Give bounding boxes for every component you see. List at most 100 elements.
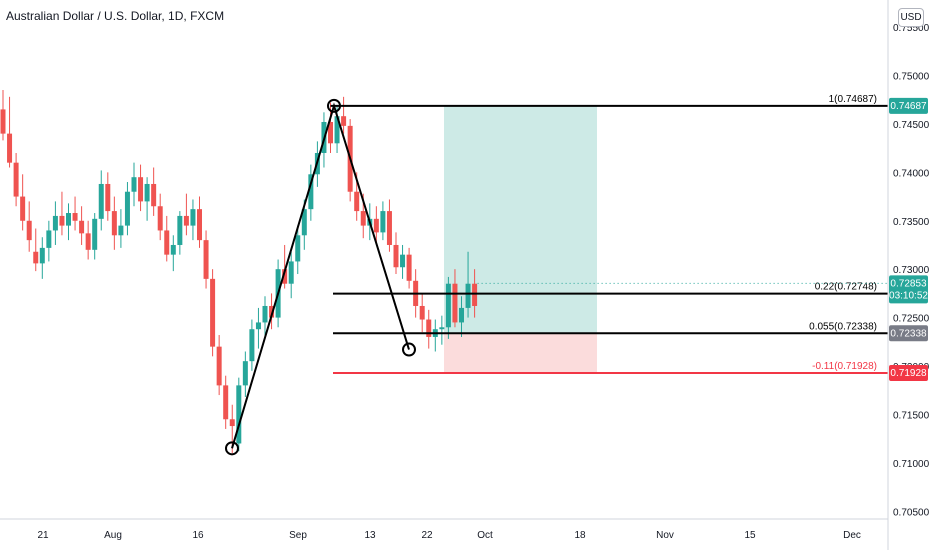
- candle-body: [157, 206, 163, 231]
- candle: [242, 351, 248, 397]
- candle: [98, 170, 104, 231]
- candle-body: [0, 109, 6, 134]
- candle-body: [210, 278, 216, 347]
- candle: [66, 203, 71, 241]
- currency-button[interactable]: USD: [898, 8, 924, 27]
- candle: [20, 174, 26, 231]
- candle: [452, 269, 458, 328]
- candle: [183, 193, 189, 236]
- candle-body: [445, 283, 451, 328]
- candle: [177, 211, 183, 255]
- top-level-tag-text: 0.74687: [890, 101, 927, 112]
- candle-body: [262, 305, 268, 323]
- candle: [190, 199, 196, 241]
- time-tick-label: 21: [37, 530, 49, 541]
- candle: [459, 296, 464, 337]
- candle-body: [124, 191, 130, 226]
- price-tick-label: 0.70500: [893, 507, 930, 518]
- pattern-drawing[interactable]: [225, 98, 416, 456]
- candle-body: [52, 215, 58, 231]
- candle: [59, 191, 65, 236]
- time-tick-label: Sep: [289, 530, 307, 541]
- candles-group: [0, 90, 478, 454]
- candle: [203, 230, 209, 289]
- time-tick-label: 18: [574, 530, 586, 541]
- entry-tag: 0.72338: [889, 325, 928, 342]
- candle: [249, 319, 255, 371]
- candle-body: [33, 251, 39, 264]
- pivot-circle-1[interactable]: [225, 441, 239, 456]
- candle: [210, 269, 216, 357]
- candle-body: [472, 283, 478, 306]
- loss-zone[interactable]: [444, 333, 597, 373]
- candle: [282, 244, 288, 289]
- candle-body: [328, 122, 333, 144]
- time-axis[interactable]: 21 Aug 16 Sep 13 22 Oct 18 Nov 15 Dec: [37, 530, 860, 541]
- candle-body: [144, 183, 150, 202]
- candle: [0, 90, 6, 141]
- candle: [393, 232, 399, 275]
- candle: [46, 220, 52, 262]
- price-tick-label: 0.71500: [893, 410, 930, 421]
- zigzag-line[interactable]: [231, 102, 410, 449]
- candle: [426, 309, 432, 349]
- candle-body: [197, 209, 202, 241]
- stop-tag-text: 0.71928: [890, 368, 927, 379]
- candle: [445, 276, 451, 339]
- candle-body: [406, 254, 412, 281]
- candle: [341, 96, 347, 134]
- price-tick-label: 0.74500: [893, 120, 930, 131]
- entry-tag-text: 0.72338: [890, 328, 927, 339]
- level-label-upper: 0.22(0.72748): [815, 282, 877, 293]
- candle-body: [255, 322, 261, 330]
- candle-body: [386, 211, 392, 245]
- time-tick-label: Dec: [843, 530, 861, 541]
- candle-body: [223, 385, 229, 420]
- candle-body: [7, 133, 13, 163]
- candle-body: [249, 329, 255, 362]
- candle: [373, 206, 379, 243]
- candle-body: [85, 233, 91, 250]
- candle: [79, 206, 85, 245]
- candle-body: [164, 230, 170, 255]
- top-level-tag: 0.74687: [889, 97, 928, 114]
- candle-body: [288, 261, 294, 284]
- candle: [105, 172, 111, 221]
- candle: [269, 293, 275, 330]
- candle: [288, 251, 294, 299]
- pivot-circle-3[interactable]: [402, 342, 416, 357]
- symbol-title: Australian Dollar / U.S. Dollar, 1D, FXC…: [6, 9, 225, 23]
- pivot-circle-2[interactable]: [327, 98, 341, 113]
- candle-body: [105, 183, 111, 212]
- time-tick-label: Nov: [656, 530, 674, 541]
- candle-body: [426, 319, 432, 337]
- candle: [52, 201, 58, 245]
- candle-body: [301, 209, 307, 236]
- candle-body: [236, 385, 242, 444]
- candle-body: [229, 419, 235, 427]
- price-tick-label: 0.73000: [893, 265, 930, 276]
- level-lines[interactable]: 1(0.74687) 0.22(0.72748) 0.055(0.72338) -0.…: [330, 94, 889, 374]
- top-level-tag-bg: [889, 97, 928, 114]
- candle: [118, 209, 124, 248]
- stop-tag-bg: [889, 364, 928, 381]
- candle-body: [459, 307, 464, 323]
- candle-body: [183, 215, 189, 226]
- candle-body: [308, 174, 314, 210]
- candle-body: [269, 305, 275, 318]
- candle-body: [138, 177, 144, 202]
- candle-body: [46, 230, 52, 248]
- candle-body: [190, 209, 196, 226]
- current-price-tag-bg: [889, 275, 928, 304]
- candle-body: [59, 215, 65, 226]
- level-label-entry: 0.055(0.72338): [809, 321, 877, 332]
- candle-body: [393, 244, 399, 268]
- level-label-top: 1(0.74687): [829, 94, 877, 105]
- candle: [255, 307, 261, 349]
- candle: [308, 164, 314, 221]
- candle-body: [295, 235, 301, 262]
- candle: [39, 237, 45, 279]
